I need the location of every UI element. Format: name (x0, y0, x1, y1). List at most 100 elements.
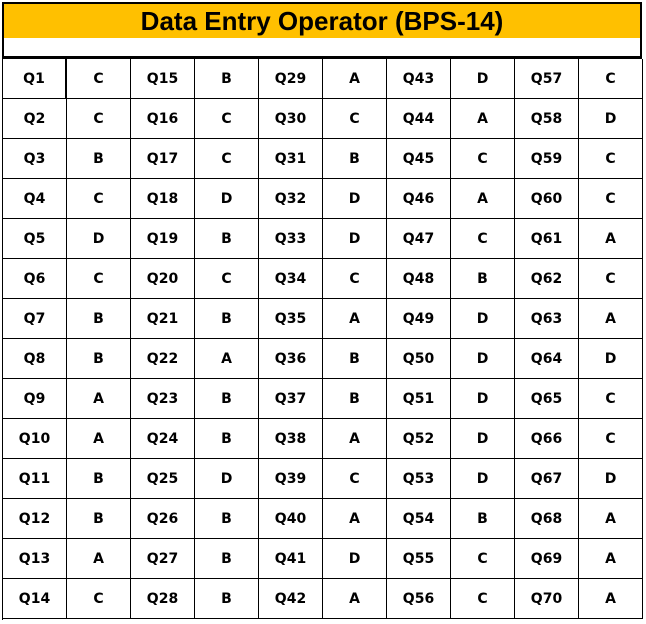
answer-cell: B (195, 419, 259, 459)
answer-cell: A (323, 579, 387, 619)
question-cell: Q35 (259, 299, 323, 339)
question-cell: Q27 (131, 539, 195, 579)
answer-cell: B (195, 499, 259, 539)
question-cell: Q26 (131, 499, 195, 539)
question-cell: Q33 (259, 219, 323, 259)
question-cell: Q4 (3, 179, 67, 219)
question-cell: Q68 (515, 499, 579, 539)
answer-cell: C (67, 259, 131, 299)
answer-cell: B (67, 339, 131, 379)
question-cell: Q58 (515, 99, 579, 139)
question-cell: Q36 (259, 339, 323, 379)
question-cell: Q14 (3, 579, 67, 619)
answer-cell: B (323, 139, 387, 179)
question-cell: Q59 (515, 139, 579, 179)
answer-cell: D (451, 419, 515, 459)
question-cell: Q69 (515, 539, 579, 579)
answer-table: Q1 C Q15 B Q29 A Q43 D Q57 C Q2 C Q16 C Q30 C Q44 A Q58 D Q3… (2, 58, 643, 620)
answer-cell: A (323, 499, 387, 539)
answer-cell: C (451, 219, 515, 259)
question-cell: Q6 (3, 259, 67, 299)
answer-cell: C (67, 179, 131, 219)
answer-cell: B (323, 379, 387, 419)
question-cell: Q55 (387, 539, 451, 579)
question-cell: Q61 (515, 219, 579, 259)
question-cell: Q60 (515, 179, 579, 219)
question-cell: Q41 (259, 539, 323, 579)
answer-cell: B (195, 579, 259, 619)
question-cell: Q25 (131, 459, 195, 499)
question-cell: Q2 (3, 99, 67, 139)
answer-cell: A (579, 219, 643, 259)
answer-cell: B (67, 459, 131, 499)
question-cell: Q8 (3, 339, 67, 379)
answer-cell: C (195, 139, 259, 179)
question-cell: Q62 (515, 259, 579, 299)
answer-cell: C (451, 579, 515, 619)
answer-cell: D (451, 339, 515, 379)
question-cell: Q31 (259, 139, 323, 179)
question-cell: Q13 (3, 539, 67, 579)
answer-cell: B (451, 259, 515, 299)
question-cell: Q44 (387, 99, 451, 139)
question-cell: Q20 (131, 259, 195, 299)
question-cell: Q18 (131, 179, 195, 219)
answer-cell: D (451, 379, 515, 419)
answer-cell: A (323, 59, 387, 99)
answer-cell: A (195, 339, 259, 379)
question-cell: Q40 (259, 499, 323, 539)
question-cell: Q66 (515, 419, 579, 459)
question-cell: Q38 (259, 419, 323, 459)
answer-cell: B (195, 219, 259, 259)
answer-cell: A (451, 179, 515, 219)
answer-cell: A (67, 419, 131, 459)
question-cell: Q10 (3, 419, 67, 459)
answer-cell: D (579, 459, 643, 499)
answer-cell: D (579, 99, 643, 139)
answer-cell: A (579, 539, 643, 579)
answer-cell: A (451, 99, 515, 139)
question-cell: Q65 (515, 379, 579, 419)
answer-cell: D (579, 339, 643, 379)
question-cell: Q1 (3, 59, 67, 99)
question-cell: Q63 (515, 299, 579, 339)
answer-cell: A (323, 419, 387, 459)
question-cell: Q32 (259, 179, 323, 219)
question-cell: Q17 (131, 139, 195, 179)
answer-cell: C (67, 99, 131, 139)
answer-cell: A (67, 539, 131, 579)
answer-cell: C (195, 259, 259, 299)
question-cell: Q30 (259, 99, 323, 139)
question-cell: Q50 (387, 339, 451, 379)
question-cell: Q21 (131, 299, 195, 339)
answer-cell: D (451, 59, 515, 99)
answer-cell: A (67, 379, 131, 419)
answer-cell: B (323, 339, 387, 379)
question-cell: Q7 (3, 299, 67, 339)
question-cell: Q70 (515, 579, 579, 619)
answer-cell: B (195, 379, 259, 419)
answer-cell: A (323, 299, 387, 339)
answer-cell: C (67, 59, 131, 99)
answer-cell: C (579, 259, 643, 299)
answer-cell: B (195, 59, 259, 99)
answer-cell: D (195, 459, 259, 499)
title: Data Entry Operator (BPS-14) (2, 2, 642, 40)
question-cell: Q57 (515, 59, 579, 99)
answer-cell: D (451, 299, 515, 339)
question-cell: Q49 (387, 299, 451, 339)
answer-cell: C (323, 99, 387, 139)
answer-cell: B (67, 299, 131, 339)
answer-cell: C (67, 579, 131, 619)
answer-cell: A (579, 499, 643, 539)
question-cell: Q34 (259, 259, 323, 299)
answer-cell: C (579, 139, 643, 179)
answer-cell: B (451, 499, 515, 539)
question-cell: Q5 (3, 219, 67, 259)
answer-cell: C (323, 459, 387, 499)
answer-cell: C (451, 539, 515, 579)
question-cell: Q11 (3, 459, 67, 499)
question-cell: Q51 (387, 379, 451, 419)
answer-cell: C (579, 179, 643, 219)
